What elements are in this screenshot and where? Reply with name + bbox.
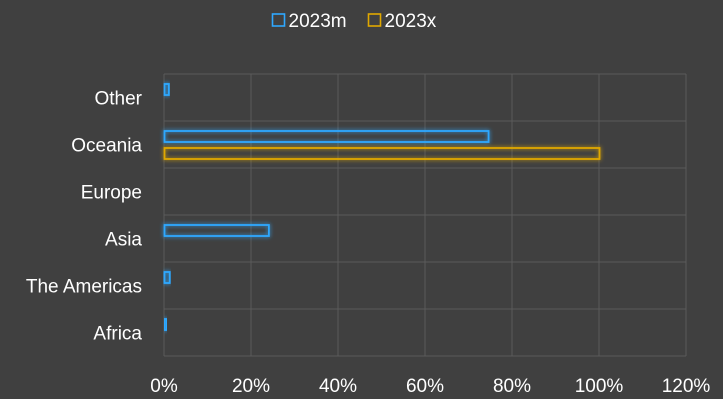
x-tick-label: 80%: [493, 376, 531, 397]
legend-swatch: [367, 13, 382, 27]
legend-label: 2023x: [385, 11, 437, 32]
chart-gridlines: [163, 73, 687, 357]
category-label: Africa: [93, 324, 142, 345]
legend-label: 2023m: [289, 11, 347, 32]
legend-swatch: [271, 13, 286, 27]
x-tick-label: 40%: [319, 376, 357, 397]
legend-item-2023m[interactable]: 2023m: [271, 11, 347, 32]
category-label: Europe: [81, 183, 142, 204]
chart-bars: [163, 83, 601, 331]
chart-legend: 2023m 2023x: [271, 11, 437, 32]
bar-2023m-africa: [163, 318, 168, 331]
bar-2023m-the-americas: [163, 271, 171, 284]
x-tick-label: 0%: [150, 376, 178, 397]
bar-2023m-asia: [163, 224, 270, 237]
x-tick-label: 100%: [575, 376, 624, 397]
x-tick-label: 20%: [232, 376, 270, 397]
x-tick-label: 60%: [406, 376, 444, 397]
category-label: Oceania: [71, 136, 142, 157]
bar-2023m-other: [163, 83, 170, 96]
category-axis-labels: Africa The Americas Asia Europe Oceania Other: [26, 89, 143, 345]
bar-2023m-oceania: [163, 130, 490, 143]
category-label: Other: [94, 89, 142, 110]
category-label: Asia: [105, 230, 142, 251]
legend-item-2023x[interactable]: 2023x: [367, 11, 437, 32]
bar-2023x-oceania: [163, 147, 601, 160]
category-label: The Americas: [26, 277, 142, 298]
value-axis-tick-labels: 0% 20% 40% 60% 80% 100% 120%: [150, 376, 710, 397]
x-tick-label: 120%: [662, 376, 711, 397]
